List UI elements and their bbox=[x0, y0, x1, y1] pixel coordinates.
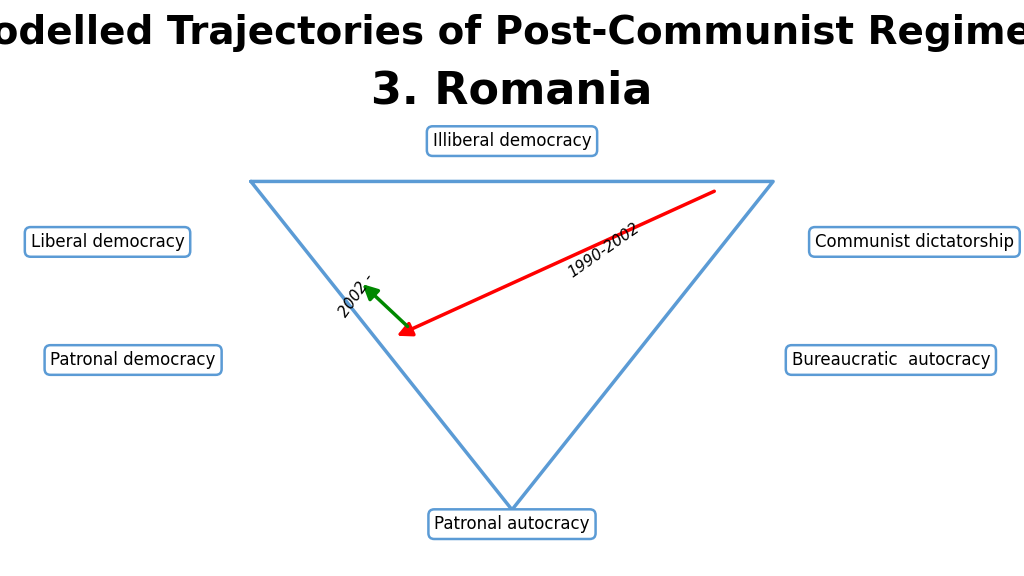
Text: Communist dictatorship: Communist dictatorship bbox=[815, 233, 1014, 251]
Text: Patronal democracy: Patronal democracy bbox=[50, 351, 216, 369]
Text: Illiberal democracy: Illiberal democracy bbox=[433, 132, 591, 150]
Text: Patronal autocracy: Patronal autocracy bbox=[434, 515, 590, 533]
Text: Liberal democracy: Liberal democracy bbox=[31, 233, 184, 251]
Text: 3. Romania: 3. Romania bbox=[372, 69, 652, 112]
Text: Bureaucratic  autocracy: Bureaucratic autocracy bbox=[792, 351, 990, 369]
Text: 1990-2002: 1990-2002 bbox=[565, 221, 643, 281]
Text: 2002 -: 2002 - bbox=[336, 270, 377, 320]
Text: Modelled Trajectories of Post-Communist Regimes:: Modelled Trajectories of Post-Communist … bbox=[0, 14, 1024, 52]
